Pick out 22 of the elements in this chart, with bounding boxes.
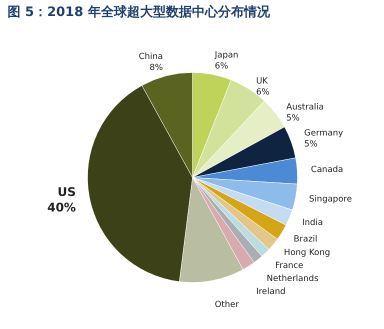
slice-label: Netherlands bbox=[266, 274, 320, 284]
data-label: 5% bbox=[304, 139, 318, 150]
chart-title: 图 5：2018 年全球超大型数据中心分布情况 bbox=[8, 4, 271, 20]
slice-label: Other bbox=[214, 300, 240, 310]
slice-label: Hong Kong bbox=[284, 248, 330, 258]
slice-label: UK bbox=[256, 76, 268, 86]
slice-label: Singapore bbox=[309, 194, 352, 205]
slice-label: Brazil bbox=[294, 234, 318, 244]
slice-label: Ireland bbox=[256, 287, 286, 298]
slice-label: Germany bbox=[304, 128, 344, 138]
data-label: 5% bbox=[286, 113, 300, 124]
slice-label: Japan bbox=[214, 50, 238, 60]
slice-label: India bbox=[302, 218, 323, 228]
slice-label: Australia bbox=[286, 102, 324, 112]
data-label: 6% bbox=[256, 87, 270, 98]
data-label: 6% bbox=[214, 61, 228, 72]
slice-label: US bbox=[58, 185, 76, 200]
slice-label: France bbox=[275, 261, 304, 272]
data-label: 40% bbox=[47, 200, 76, 214]
data-label: 8% bbox=[150, 63, 164, 74]
slice-label: China bbox=[138, 52, 163, 62]
slice-label: Canada bbox=[310, 165, 344, 176]
